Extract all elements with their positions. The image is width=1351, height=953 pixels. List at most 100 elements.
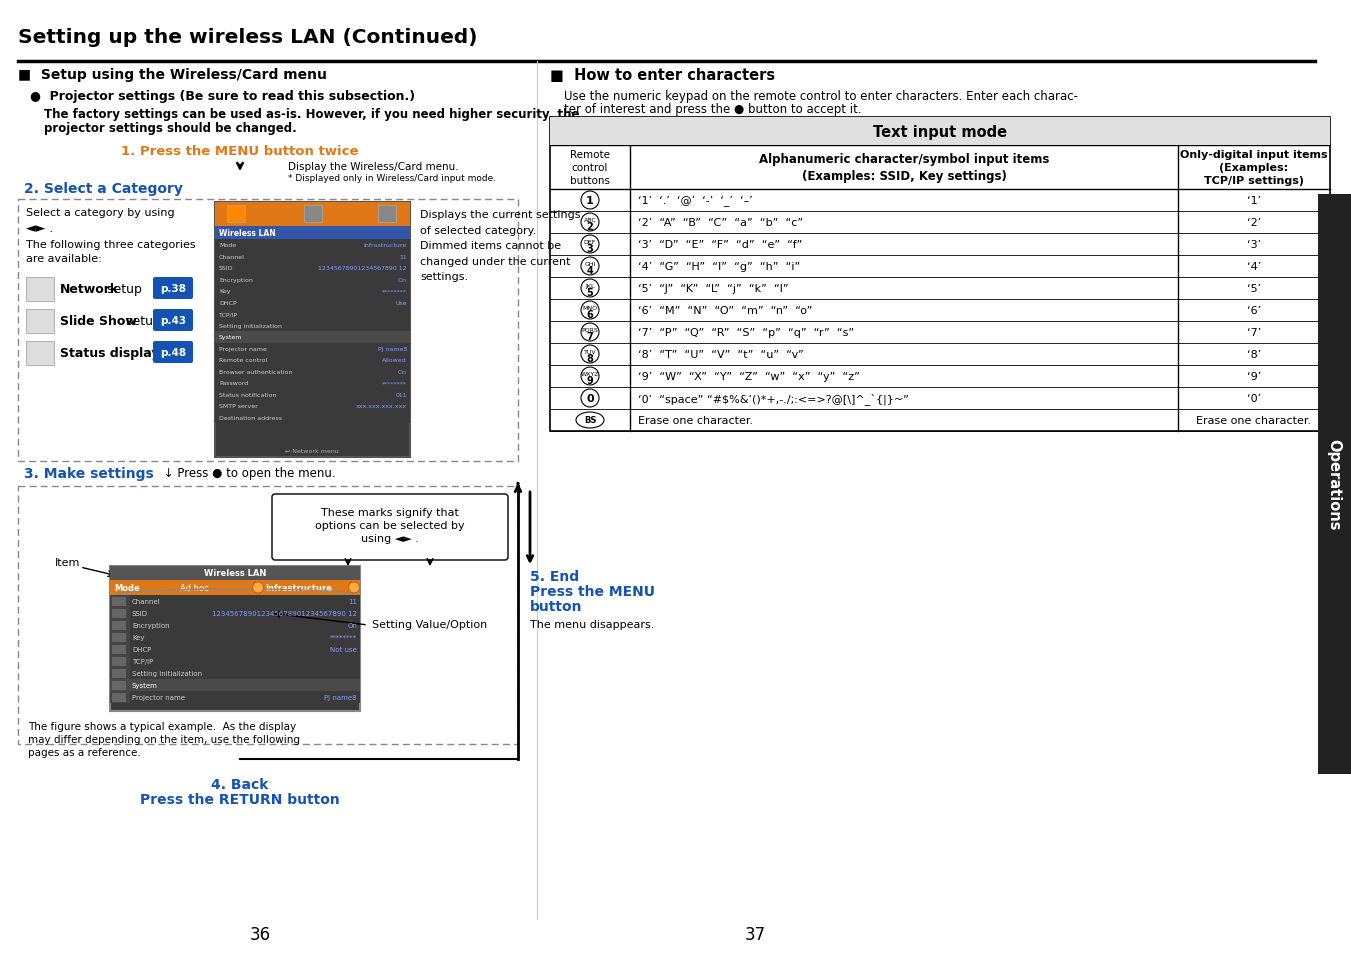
Text: Alphanumeric character/symbol input items
(Examples: SSID, Key settings): Alphanumeric character/symbol input item… (759, 152, 1050, 183)
Text: 3. Make settings: 3. Make settings (24, 467, 154, 480)
Text: 37: 37 (744, 925, 766, 943)
FancyBboxPatch shape (18, 200, 517, 461)
Bar (109, 566, 359, 580)
Text: DHCP: DHCP (219, 300, 236, 305)
Text: Use: Use (396, 300, 407, 305)
Bar (215, 320, 409, 332)
Text: SSID: SSID (132, 610, 149, 617)
Text: 11: 11 (349, 598, 357, 604)
Circle shape (581, 213, 598, 232)
Text: ‘0’: ‘0’ (1247, 394, 1260, 403)
Bar (109, 656, 130, 667)
Text: ‘2’: ‘2’ (1247, 218, 1260, 228)
Bar (26, 277, 54, 302)
Bar (130, 679, 359, 691)
Bar (112, 609, 126, 618)
Bar (215, 203, 409, 457)
Text: On: On (399, 370, 407, 375)
Text: TUV: TUV (584, 350, 596, 355)
Text: Ad hoc: Ad hoc (180, 583, 209, 593)
Text: Infrastructure: Infrastructure (363, 243, 407, 248)
Text: The figure shows a typical example.  As the display: The figure shows a typical example. As t… (28, 721, 296, 731)
Text: ‘1’: ‘1’ (1247, 195, 1260, 206)
Bar (112, 681, 126, 690)
Text: Operations: Operations (1327, 438, 1342, 530)
Text: ‘4’  “G”  “H”  “I”  “g”  “h”  “i”: ‘4’ “G” “H” “I” “g” “h” “i” (638, 262, 800, 272)
Bar (112, 645, 126, 655)
Text: Press the RETURN button: Press the RETURN button (141, 792, 340, 806)
Text: GHI: GHI (584, 262, 596, 267)
Text: Projector name: Projector name (219, 346, 267, 352)
Bar (215, 227, 409, 240)
Text: 4: 4 (586, 266, 593, 275)
Text: Setting up the wireless LAN (Continued): Setting up the wireless LAN (Continued) (18, 28, 477, 47)
Bar (112, 621, 126, 630)
Bar (215, 274, 409, 286)
Text: ‘6’  “M”  “N”  “O”  “m”  “n”  “o”: ‘6’ “M” “N” “O” “m” “n” “o” (638, 306, 812, 315)
Bar (109, 566, 359, 711)
Text: ‘3’: ‘3’ (1247, 240, 1260, 250)
Bar (550, 118, 1329, 432)
Text: using ◄► .: using ◄► . (361, 534, 419, 543)
Bar (112, 598, 126, 606)
Text: TCP/IP: TCP/IP (132, 659, 153, 664)
Bar (130, 631, 359, 643)
Text: Setting initialization: Setting initialization (132, 670, 203, 677)
Text: Display the Wireless/Card menu.: Display the Wireless/Card menu. (288, 162, 458, 172)
Bar (215, 366, 409, 377)
Text: On: On (347, 622, 357, 628)
Bar (109, 596, 130, 607)
Text: ‘7’: ‘7’ (1247, 328, 1260, 337)
Bar (130, 667, 359, 679)
Bar (130, 607, 359, 619)
Text: Mode: Mode (113, 583, 139, 593)
Bar (112, 634, 126, 642)
Text: ‘0’  “space” “#$%&’()*+,-./;:<=>?@[\]^_`{|}~”: ‘0’ “space” “#$%&’()*+,-./;:<=>?@[\]^_`{… (638, 393, 909, 404)
Bar (378, 206, 396, 223)
Bar (109, 580, 359, 596)
Bar (215, 389, 409, 400)
Text: ‘6’: ‘6’ (1247, 306, 1260, 315)
Text: * Displayed only in Wireless/Card input mode.: * Displayed only in Wireless/Card input … (288, 173, 496, 183)
Text: Setting initialization: Setting initialization (219, 323, 282, 329)
Text: p.43: p.43 (159, 315, 186, 326)
Text: Remote control: Remote control (219, 358, 267, 363)
Text: Use the numeric keypad on the remote control to enter characters. Enter each cha: Use the numeric keypad on the remote con… (563, 90, 1078, 103)
Text: Encryption: Encryption (132, 622, 170, 628)
Text: BS: BS (584, 416, 596, 425)
Bar (130, 691, 359, 703)
Text: Status display: Status display (59, 347, 159, 360)
Text: ◄► .: ◄► . (26, 222, 53, 234)
Text: 2: 2 (586, 222, 593, 232)
Text: Allowed: Allowed (382, 358, 407, 363)
Text: 011: 011 (396, 393, 407, 397)
Circle shape (581, 280, 598, 297)
Text: 7: 7 (586, 332, 593, 341)
Text: ********: ******** (382, 289, 407, 294)
Text: Status notification: Status notification (219, 393, 277, 397)
Text: projector settings should be changed.: projector settings should be changed. (45, 122, 297, 135)
Bar (215, 286, 409, 297)
Text: ↩ Network menu: ↩ Network menu (285, 449, 339, 454)
Bar (109, 619, 130, 631)
Text: Erase one character.: Erase one character. (1197, 416, 1312, 426)
Text: ‘5’  “J”  “K”  “L”  “j”  “k”  “l”: ‘5’ “J” “K” “L” “j” “k” “l” (638, 284, 789, 294)
Text: 5. End: 5. End (530, 569, 580, 583)
Text: Channel: Channel (219, 254, 245, 259)
Text: Slide Show: Slide Show (59, 315, 136, 328)
Text: On: On (399, 277, 407, 282)
Text: 9: 9 (586, 375, 593, 386)
Circle shape (581, 257, 598, 275)
Text: TCP/IP: TCP/IP (219, 312, 238, 317)
Text: ‘8’: ‘8’ (1247, 350, 1260, 359)
Text: Mode: Mode (219, 243, 236, 248)
Text: ‘1’  ‘.’  ‘@’  ‘-’  ‘_’  ‘–’: ‘1’ ‘.’ ‘@’ ‘-’ ‘_’ ‘–’ (638, 195, 753, 206)
Text: 123456789012345678901234567890 12: 123456789012345678901234567890 12 (212, 610, 357, 617)
Text: 0: 0 (586, 394, 594, 403)
Bar (215, 332, 409, 343)
Text: Destination address: Destination address (219, 416, 282, 420)
Bar (26, 341, 54, 366)
Text: ‘3’  “D”  “E”  “F”  “d”  “e”  “f”: ‘3’ “D” “E” “F” “d” “e” “f” (638, 240, 802, 250)
Text: Wireless LAN: Wireless LAN (219, 229, 276, 237)
Text: 1: 1 (586, 195, 594, 206)
